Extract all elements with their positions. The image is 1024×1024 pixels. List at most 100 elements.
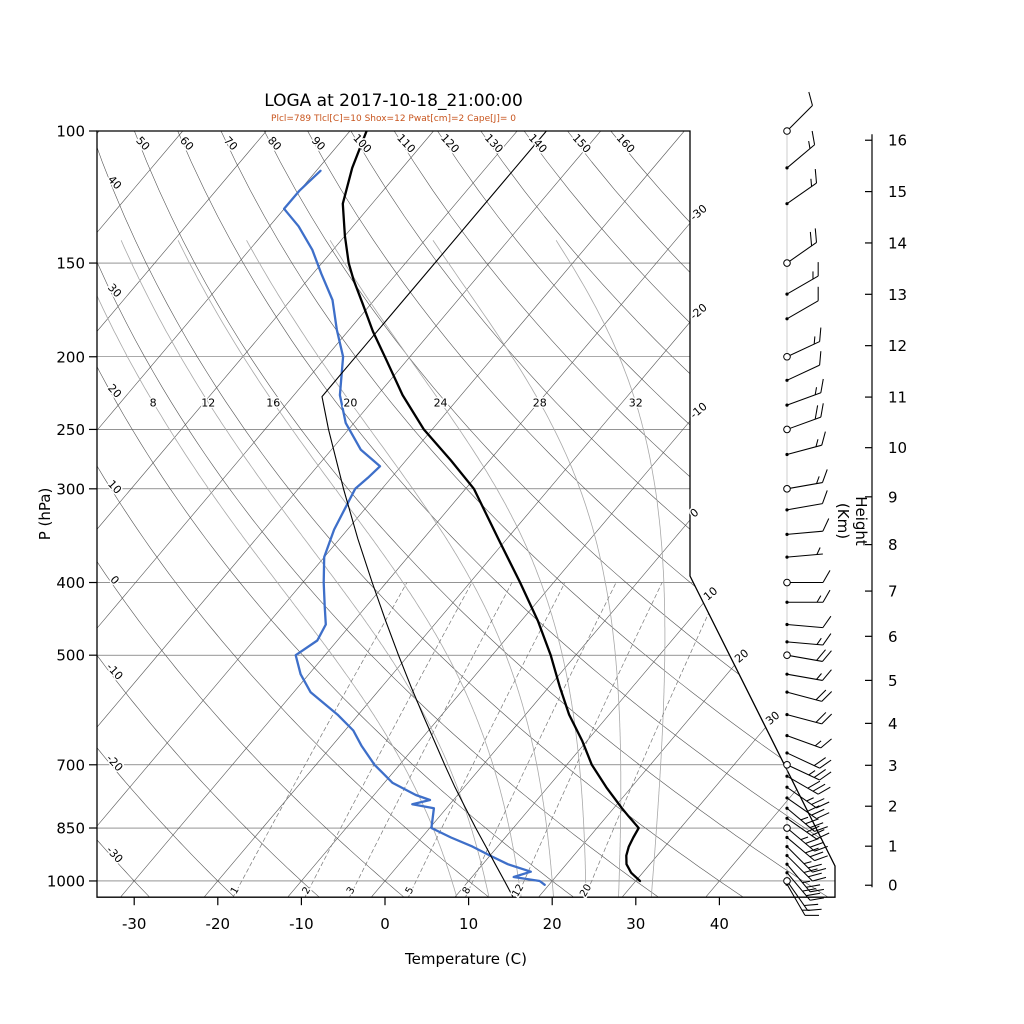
wind-level-dot — [785, 785, 789, 789]
pressure-tick-label: 250 — [56, 421, 85, 439]
wind-barb — [786, 431, 826, 456]
dry-adiabat-top-label: 80 — [265, 134, 284, 153]
dry-adiabat-line — [523, 131, 835, 898]
dry-adiabat-line — [97, 131, 150, 898]
wind-level-dot — [785, 796, 789, 800]
height-tick-label: 11 — [888, 389, 907, 407]
barb-feather — [813, 757, 826, 767]
mixing-ratio-label: 20 — [578, 882, 594, 899]
barb-shaft — [786, 863, 811, 893]
barb-feather — [805, 818, 819, 825]
wind-level-dot — [785, 317, 789, 321]
wind-level-dot — [785, 292, 789, 296]
barb-feather — [814, 405, 819, 420]
barb-feather — [810, 888, 825, 893]
barb-feather — [807, 908, 822, 911]
barb-feather — [811, 798, 825, 805]
wind-barb — [787, 570, 831, 584]
barb-feather — [805, 838, 819, 844]
isotherm-label: 10 — [701, 584, 720, 603]
pressure-tick-label: 1000 — [47, 872, 85, 890]
plot-outline — [96, 130, 836, 898]
wind-level-dot — [785, 853, 789, 858]
barb-half-feather — [808, 770, 816, 776]
mandatory-level-circle — [783, 578, 791, 587]
wind-barb — [786, 689, 833, 702]
dry-adiabat-line — [97, 131, 235, 898]
wind-level-dot — [785, 845, 789, 849]
barb-half-feather — [814, 740, 822, 747]
barb-feather — [822, 650, 832, 662]
dry-adiabat-line — [97, 131, 574, 898]
mandatory-level-circle — [783, 259, 791, 267]
dry-adiabat-left-label: 20 — [105, 382, 124, 401]
wind-barb — [786, 837, 828, 862]
wind-barb — [786, 807, 828, 832]
wind-level-dot — [785, 202, 789, 206]
wind-barb — [786, 327, 822, 358]
temperature-tick-label: -20 — [206, 915, 231, 933]
mandatory-level-circle — [783, 760, 791, 769]
wind-level-dot — [785, 555, 789, 559]
barb-shaft — [786, 105, 813, 132]
barb-feather — [808, 863, 822, 869]
barb-feather — [819, 771, 832, 781]
moist-adiabat-label: 16 — [266, 396, 280, 409]
height-tick-label: 6 — [888, 628, 898, 646]
dry-adiabat-line — [97, 131, 743, 898]
mandatory-level-circle — [783, 127, 791, 135]
wind-barb — [786, 764, 832, 781]
height-tick-label: 4 — [888, 715, 898, 733]
wind-level-dot — [785, 816, 789, 820]
wind-barb — [786, 786, 830, 809]
barb-feather — [808, 91, 813, 106]
standard-atmosphere-reference-curve — [321, 131, 547, 898]
height-tick-label: 9 — [888, 488, 898, 506]
wind-barb — [786, 262, 819, 295]
dry-adiabat-line — [437, 131, 835, 898]
dry-adiabat-line — [177, 131, 835, 898]
dry-adiabat-left-label: 0 — [107, 573, 121, 587]
dry-adiabat-top-label: 90 — [309, 134, 328, 153]
wind-level-dot — [785, 712, 789, 717]
barb-feather — [814, 228, 818, 243]
dry-adiabat-left-label: -30 — [104, 844, 126, 866]
barb-feather — [816, 649, 826, 661]
height-tick-label: 12 — [888, 337, 907, 355]
wind-barb — [786, 863, 825, 893]
barb-half-feather — [806, 797, 814, 802]
pressure-tick-label: 200 — [56, 348, 85, 366]
barb-feather — [815, 689, 827, 701]
barb-feather — [803, 868, 818, 874]
dry-adiabat-line — [97, 131, 404, 898]
barb-feather — [812, 876, 827, 882]
isotherm-label: -10 — [688, 400, 710, 422]
wind-barb — [786, 817, 830, 840]
pressure-tick-label: 150 — [56, 255, 85, 273]
wind-barb-column — [783, 91, 833, 916]
wind-barb — [786, 130, 816, 169]
moist-adiabat-line — [555, 240, 666, 898]
isotherm-line — [0, 131, 16, 897]
barb-feather — [806, 805, 820, 813]
wind-level-dot — [785, 532, 789, 536]
height-tick-label: 5 — [888, 672, 898, 690]
wind-barb — [786, 403, 824, 430]
dry-adiabat-top-label: 140 — [526, 132, 550, 156]
pressure-tick-label: 850 — [56, 820, 85, 838]
barb-half-feather — [816, 673, 822, 680]
dry-adiabat-left-label: -20 — [104, 752, 126, 774]
barb-feather — [822, 570, 831, 583]
height-tick-label: 8 — [888, 536, 898, 554]
barb-shaft — [786, 673, 823, 681]
temperature-tick-label: -10 — [289, 915, 314, 933]
mixing-ratio-line — [232, 582, 408, 898]
dry-adiabat-line — [480, 131, 835, 898]
wind-level-dot — [785, 622, 789, 627]
barb-feather — [816, 801, 830, 809]
barb-feather — [805, 847, 819, 854]
barb-feather — [811, 130, 816, 145]
isotherm-line — [97, 131, 351, 898]
isotherm-label: -30 — [688, 202, 710, 224]
mixing-ratio-label: 8 — [461, 885, 474, 896]
